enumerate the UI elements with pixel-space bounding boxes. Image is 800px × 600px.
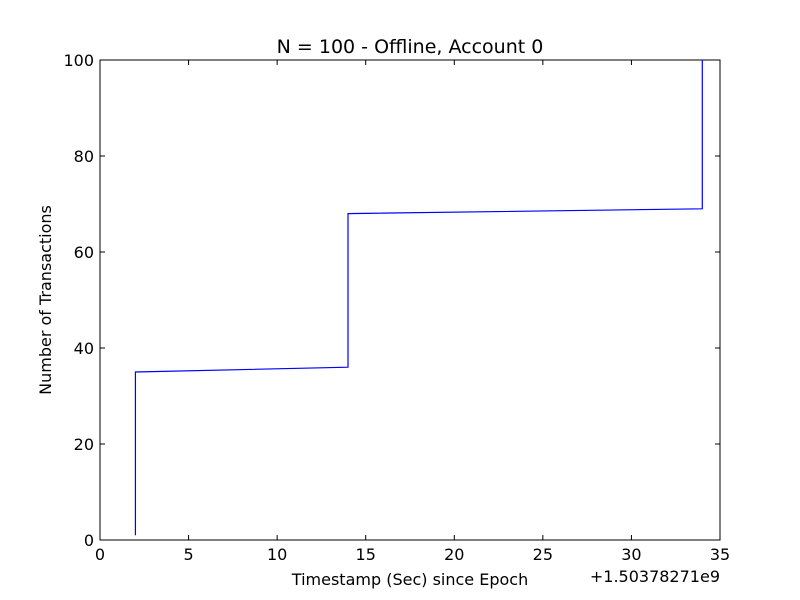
x-tick-label: 30 [621, 545, 641, 564]
y-tick-label: 40 [74, 339, 94, 358]
chart-title: N = 100 - Offline, Account 0 [277, 36, 544, 58]
y-tick-label: 20 [74, 435, 94, 454]
ticks-layer: 0 5 10 15 20 25 30 35 0 20 40 60 80 100 [63, 51, 730, 564]
series-line-0 [134, 60, 703, 536]
x-tick-label: 10 [267, 545, 287, 564]
x-tick-label: 0 [95, 545, 105, 564]
x-tick-label: 15 [356, 545, 376, 564]
x-tick-label: 5 [183, 545, 193, 564]
y-tick-label: 80 [74, 147, 94, 166]
plot-area [99, 59, 721, 541]
y-tick-label: 60 [74, 243, 94, 262]
y-tick-label: 100 [63, 51, 94, 70]
plot-frame [99, 59, 721, 541]
y-tick-label: 0 [84, 531, 94, 550]
x-offset-label: +1.50378271e9 [590, 567, 720, 586]
x-tick-label: 25 [533, 545, 553, 564]
y-axis-title: Number of Transactions [36, 205, 55, 395]
x-axis-title: Timestamp (Sec) since Epoch [291, 570, 528, 589]
series-layer [134, 60, 703, 536]
x-tick-label: 20 [444, 545, 464, 564]
x-tick-label: 35 [710, 545, 730, 564]
